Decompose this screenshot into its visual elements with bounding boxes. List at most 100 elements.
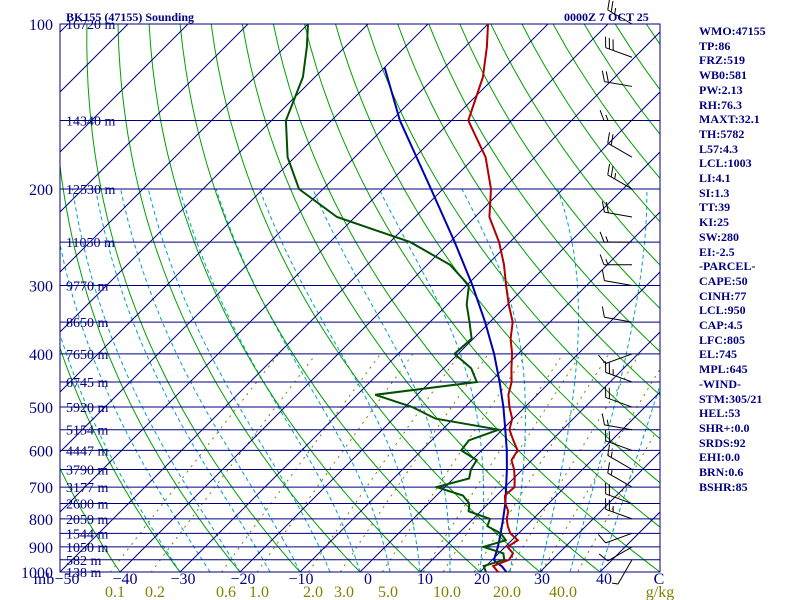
wind-barb-staff (605, 396, 633, 408)
index-value: TH:5782 (699, 126, 745, 141)
dry-adiabat-line (60, 161, 241, 572)
wind-barb-flag (598, 553, 609, 562)
mixing-ratio-line (150, 353, 317, 572)
wind-barb-flag (614, 7, 617, 15)
wind-barb-staff (604, 316, 633, 323)
temperature-tick-labels: mb −50 −40 −30 −20 −10 0 10 20 30 40 C (34, 571, 665, 588)
temperature-tick-label: C (654, 571, 665, 588)
height-label: 11050 m (66, 236, 115, 251)
index-value: STM:305/21 (699, 391, 763, 406)
dry-adiabats (60, 24, 660, 572)
mixing-ratio-label: 1.0 (249, 584, 269, 600)
wind-barb-flag (607, 132, 611, 144)
moist-adiabats (60, 188, 660, 572)
height-label: 8650 m (66, 316, 109, 331)
isotherm-line (60, 24, 429, 393)
wind-barb-flag (610, 166, 614, 178)
wind-barb-staff (607, 174, 633, 190)
index-value: SRDS:92 (699, 435, 746, 450)
index-value: MAXT:32.1 (699, 112, 760, 127)
moist-adiabat-line (259, 188, 421, 572)
moist-adiabat-line (120, 188, 301, 572)
pressure-label: 500 (29, 400, 53, 417)
sounding-traces (284, 24, 520, 572)
wind-barb-staff (607, 9, 633, 25)
index-value: EI:-2.5 (699, 244, 735, 259)
wind-barb-staff (605, 493, 633, 505)
wind-barb (598, 546, 633, 562)
isotherm-line (299, 211, 660, 572)
isotherm-line (239, 151, 660, 572)
height-label: 1050 m (66, 541, 109, 556)
mixing-ratio-labels: 0.1 0.2 0.6 1.0 2.0 3.0 5.0 10.0 20.0 40.0 g/kg (105, 584, 674, 600)
mixing-ratio-line (307, 353, 460, 572)
mixing-ratio-label: 20.0 (493, 584, 521, 600)
wind-barb (605, 36, 633, 58)
chart-title: BK155 (47155) Sounding (66, 10, 195, 24)
wind-barb-flag (610, 451, 613, 458)
isotherm-line (419, 331, 660, 572)
dry-adiabat-line (490, 24, 660, 266)
height-label: 16720 m (66, 18, 116, 33)
wind-barb (601, 201, 633, 218)
dry-adiabat-line (179, 24, 481, 572)
temperature-tick-label: −20 (230, 571, 255, 588)
wind-barb-flag (605, 236, 609, 243)
wind-barb (605, 482, 633, 505)
height-label: 12530 m (66, 183, 116, 198)
moist-adiabat-line (539, 188, 579, 572)
plot-frame (59, 23, 661, 573)
dry-adiabat-line (60, 346, 181, 572)
height-label: 3177 m (66, 481, 109, 496)
pressure-labels: 100 200 300 400 500 600 700 800 900 1000 (21, 17, 53, 582)
wind-barb-flag (599, 254, 605, 265)
index-value: TT:39 (699, 200, 731, 215)
height-label: 5154 m (66, 424, 109, 439)
dry-adiabat-line (272, 24, 660, 572)
isotherm-line (119, 31, 660, 572)
wind-barb-staff (604, 280, 633, 286)
index-value: L57:4.3 (699, 141, 738, 156)
wind-barb-staff (604, 81, 633, 87)
isotherm-line (0, 12, 20, 584)
wind-barb-staff (607, 142, 633, 158)
wind-barb (605, 361, 633, 383)
temperature-trace (467, 24, 520, 572)
temperature-tick-label: 0 (364, 571, 372, 588)
wind-barb-staff (607, 455, 633, 470)
wind-barb-flag (610, 1, 614, 13)
wind-barb (599, 110, 632, 121)
wind-barb-flag (605, 71, 609, 83)
wind-barb-staff (604, 211, 633, 218)
wind-barb (601, 413, 633, 431)
height-label: 2600 m (66, 498, 109, 513)
isotherms (0, 12, 660, 584)
temperature-tick-label: 40 (596, 571, 612, 588)
wind-barb-flag (598, 534, 607, 544)
dry-adiabat-line (60, 467, 121, 572)
isotherm-line (359, 271, 660, 572)
height-labels: 16720 m 14340 m 12530 m 11050 m 9770 m 8650 m… (66, 18, 116, 581)
wind-barb (598, 532, 633, 544)
index-value: MPL:645 (699, 362, 748, 377)
wind-barb-staff (605, 508, 633, 520)
pressure-label: 300 (29, 278, 53, 295)
temperature-tick-label: −30 (170, 571, 195, 588)
temperature-tick-label: −40 (112, 571, 137, 588)
wind-barb (599, 254, 632, 266)
wind-barb (605, 429, 633, 451)
wind-barb-staff (617, 559, 633, 585)
height-label: 3790 m (66, 463, 109, 478)
wind-barb-flag (607, 164, 611, 176)
temperature-tick-label: 20 (474, 571, 490, 588)
index-value: CAP:4.5 (699, 318, 743, 333)
isotherm-line (60, 24, 309, 273)
mixing-ratio-line (540, 368, 660, 572)
mixing-ratio-line (442, 353, 582, 572)
wind-barb-flag (607, 462, 611, 474)
wind-barb (599, 231, 632, 243)
index-value: LCL:1003 (699, 156, 752, 171)
index-value: WB0:581 (699, 68, 747, 83)
wind-barb-flag (605, 258, 609, 265)
wind-barb-flag (605, 201, 609, 213)
